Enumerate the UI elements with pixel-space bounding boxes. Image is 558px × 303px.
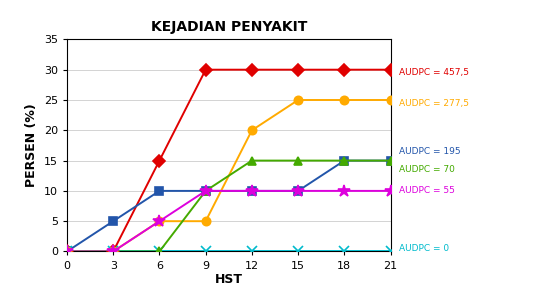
P3 <box>295 159 301 162</box>
P0 <box>110 219 117 223</box>
P4 <box>156 219 163 223</box>
P0 <box>295 189 301 193</box>
P0 <box>248 189 255 193</box>
Line: P1: P1 <box>62 247 396 256</box>
P2 <box>387 98 394 102</box>
P1 <box>387 250 394 253</box>
Text: AUDPC = 55: AUDPC = 55 <box>399 186 455 195</box>
K <box>203 68 209 72</box>
P2 <box>341 98 348 102</box>
Text: AUDPC = 195: AUDPC = 195 <box>399 147 460 156</box>
P3 <box>387 159 394 162</box>
P4 <box>64 250 70 253</box>
P4 <box>387 189 394 193</box>
Line: P0: P0 <box>63 156 395 256</box>
P1 <box>64 250 70 253</box>
P3 <box>110 250 117 253</box>
Line: P4: P4 <box>61 185 397 258</box>
P3 <box>64 250 70 253</box>
K <box>248 68 255 72</box>
P1 <box>295 250 301 253</box>
K <box>110 250 117 253</box>
P4 <box>295 189 301 193</box>
P1 <box>156 250 163 253</box>
Text: AUDPC = 0: AUDPC = 0 <box>399 244 449 253</box>
P3 <box>156 250 163 253</box>
P0 <box>203 189 209 193</box>
P0 <box>341 159 348 162</box>
P2 <box>110 250 117 253</box>
P2 <box>156 219 163 223</box>
P1 <box>203 250 209 253</box>
P1 <box>341 250 348 253</box>
Y-axis label: PERSEN (%): PERSEN (%) <box>25 104 39 187</box>
Line: P3: P3 <box>63 156 395 256</box>
P3 <box>248 159 255 162</box>
K <box>295 68 301 72</box>
P3 <box>203 189 209 193</box>
P0 <box>156 189 163 193</box>
P1 <box>248 250 255 253</box>
P4 <box>341 189 348 193</box>
P4 <box>110 250 117 253</box>
Text: AUDPC = 277,5: AUDPC = 277,5 <box>399 98 469 108</box>
P2 <box>64 250 70 253</box>
P4 <box>248 189 255 193</box>
P3 <box>341 159 348 162</box>
P4 <box>203 189 209 193</box>
K <box>341 68 348 72</box>
P2 <box>203 219 209 223</box>
Line: P2: P2 <box>63 96 395 256</box>
P2 <box>248 128 255 132</box>
Text: AUDPC = 70: AUDPC = 70 <box>399 165 455 174</box>
K <box>64 250 70 253</box>
P2 <box>295 98 301 102</box>
P1 <box>110 250 117 253</box>
K <box>156 159 163 162</box>
Title: KEJADIAN PENYAKIT: KEJADIAN PENYAKIT <box>151 20 307 34</box>
K <box>387 68 394 72</box>
X-axis label: HST: HST <box>215 273 243 286</box>
Line: K: K <box>63 65 395 256</box>
P0 <box>64 250 70 253</box>
P0 <box>387 159 394 162</box>
Text: AUDPC = 457,5: AUDPC = 457,5 <box>399 68 469 77</box>
